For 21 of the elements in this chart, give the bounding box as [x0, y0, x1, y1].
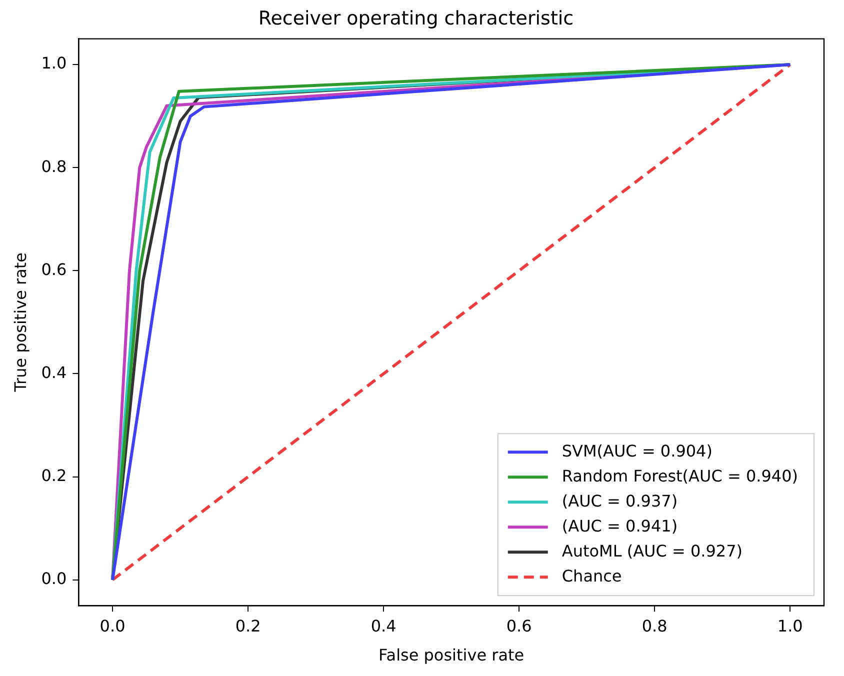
x-tick-label: 0.2 — [235, 616, 261, 636]
x-tick-label: 0.8 — [642, 616, 668, 636]
chart-title: Receiver operating characteristic — [258, 7, 574, 30]
legend-label: SVM(AUC = 0.904) — [562, 441, 712, 460]
legend-label: AutoML (AUC = 0.927) — [562, 541, 743, 560]
y-axis-title: True positive rate — [10, 252, 30, 393]
y-tick-label: 0.4 — [41, 362, 67, 382]
x-tick-label: 0.6 — [506, 616, 532, 636]
x-tick-label: 0.4 — [370, 616, 396, 636]
y-tick-label: 0.8 — [41, 156, 67, 176]
legend-label: (AUC = 0.941) — [562, 516, 678, 536]
y-tick-label: 0.6 — [41, 260, 67, 279]
legend-label: Chance — [562, 566, 622, 586]
y-tick-label: 0.0 — [41, 568, 67, 588]
x-tick-label: 0.0 — [100, 616, 126, 636]
legend-label: Random Forest(AUC = 0.940) — [562, 466, 798, 486]
y-tick-label: 1.0 — [41, 54, 67, 73]
x-tick-label: 1.0 — [777, 616, 803, 636]
y-tick-label: 0.2 — [41, 466, 67, 485]
x-axis-title: False positive rate — [378, 646, 524, 665]
legend-label: (AUC = 0.937) — [562, 491, 678, 510]
